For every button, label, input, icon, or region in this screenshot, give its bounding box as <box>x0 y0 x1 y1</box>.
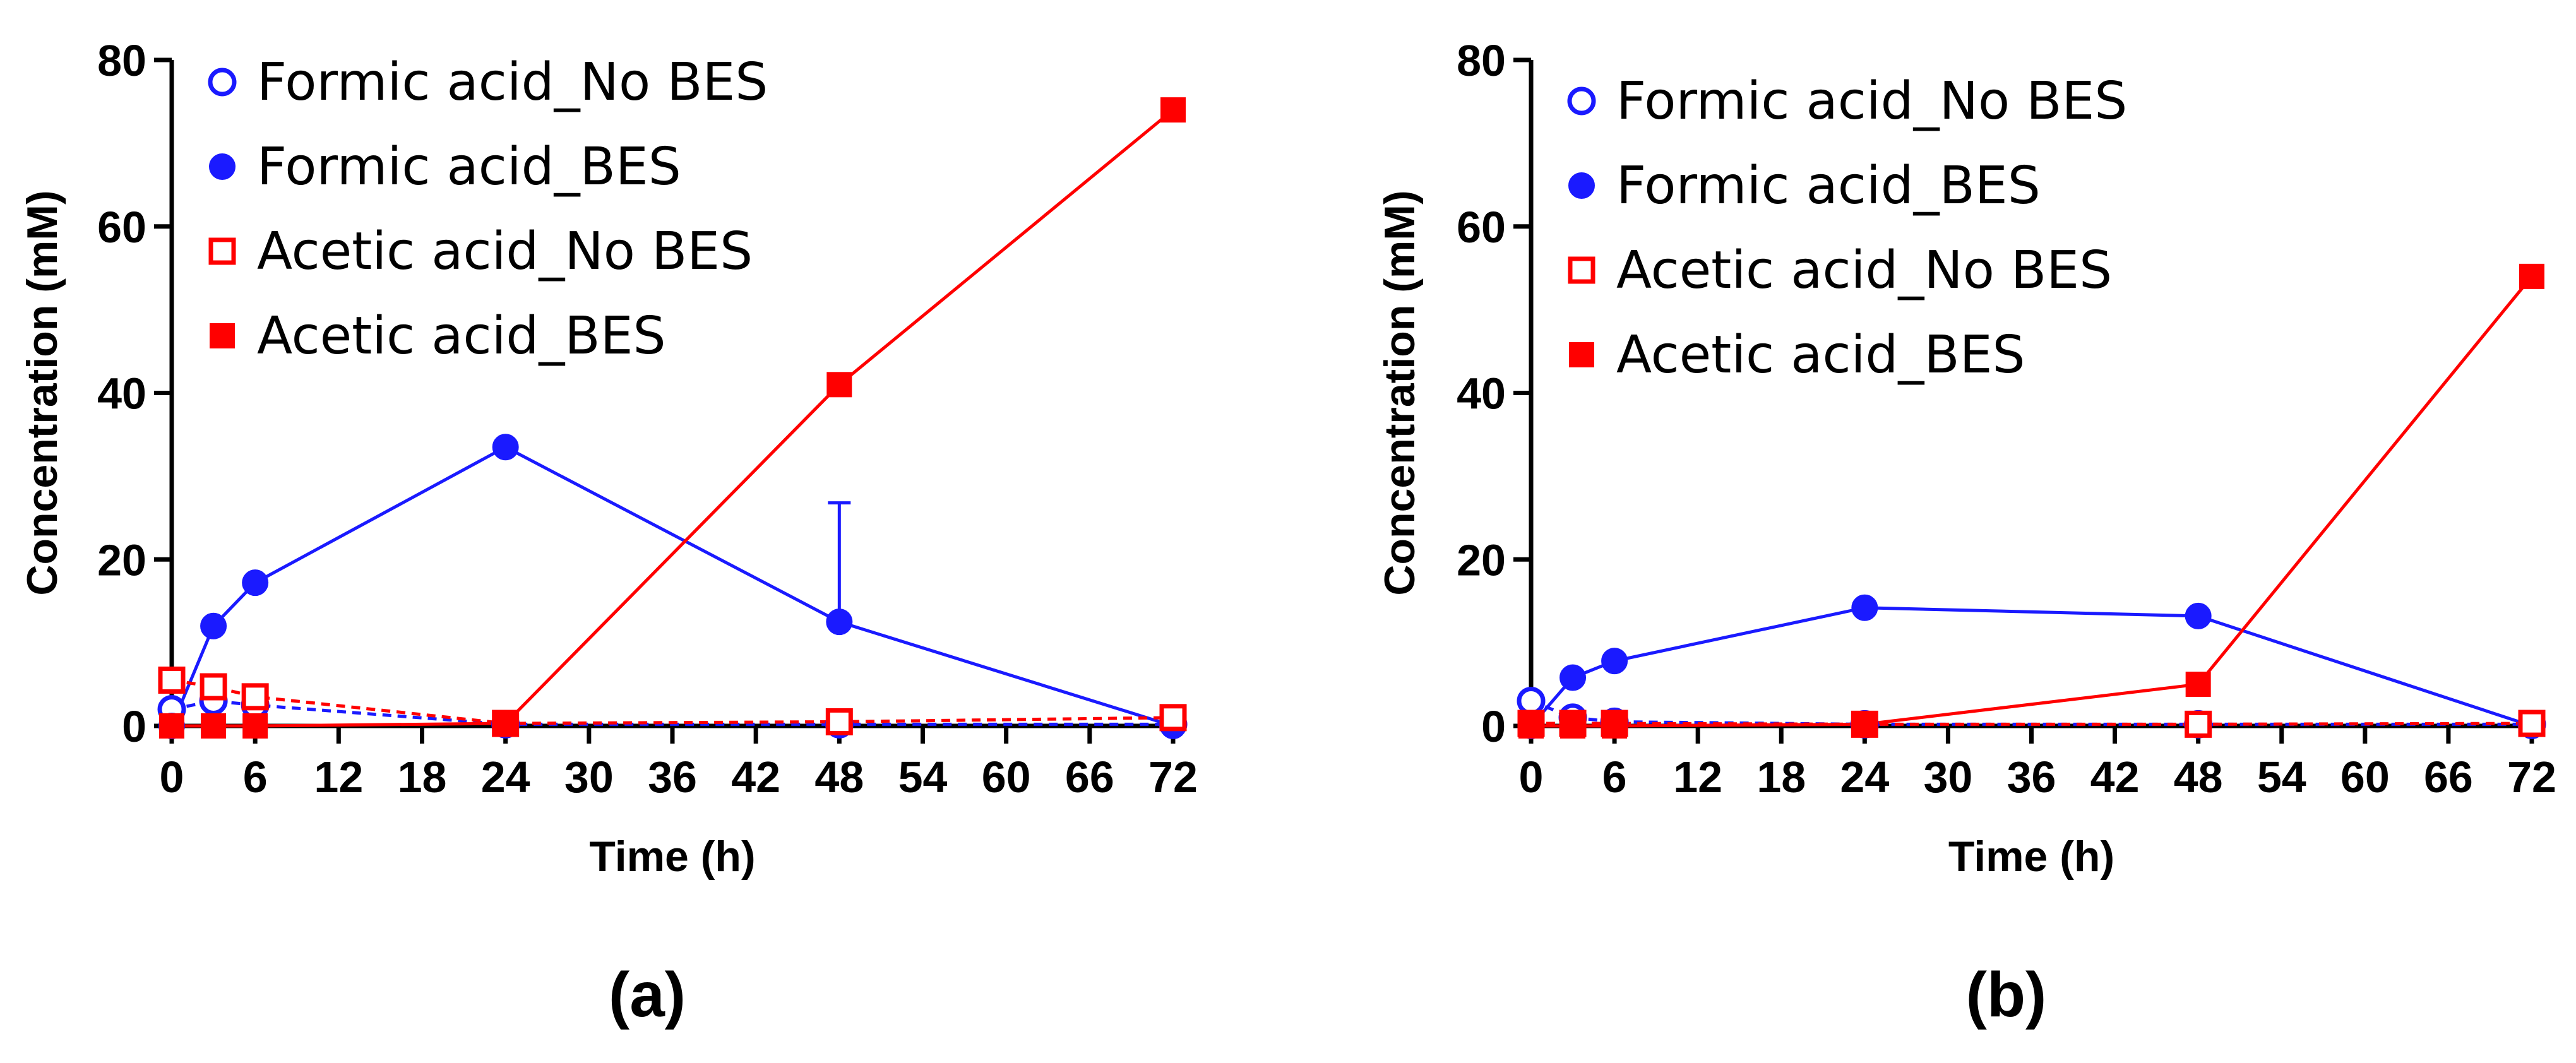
x-tick-label: 66 <box>1065 752 1114 802</box>
y-tick-label: 60 <box>97 203 146 252</box>
data-point <box>1602 713 1628 739</box>
y-tick-label: 40 <box>97 369 146 419</box>
legend-label: Formic acid_No BES <box>257 52 768 112</box>
y-axis-title: Concentration (mM) <box>18 190 66 595</box>
data-point <box>1517 686 1546 715</box>
legend-label: Acetic acid_No BES <box>1616 241 2112 300</box>
x-tick-label: 36 <box>648 752 697 802</box>
y-tick-label: 20 <box>97 535 146 585</box>
data-point <box>826 372 852 398</box>
data-point <box>1518 713 1544 739</box>
data-point <box>1160 97 1186 123</box>
legend-marker <box>1568 172 1595 199</box>
legend-marker <box>208 237 236 265</box>
data-point <box>1852 711 1878 737</box>
data-point <box>200 612 227 639</box>
y-tick-label: 0 <box>1481 702 1506 751</box>
x-tick-label: 42 <box>731 752 780 802</box>
data-point <box>242 569 269 597</box>
series-line-1 <box>170 445 1174 728</box>
data-point <box>2185 672 2211 698</box>
y-axis-title: Concentration (mM) <box>1376 190 1424 595</box>
chart-panel-b: 0 20 40 60 80 0 6 12 18 24 30 36 42 48 54 60 66 72 Time (h… <box>1376 36 2556 1030</box>
data-point <box>200 673 227 701</box>
panel-label: (a) <box>609 959 686 1030</box>
x-tick-label: 12 <box>1673 752 1722 802</box>
data-point <box>1601 648 1628 675</box>
x-tick-label: 60 <box>982 752 1031 802</box>
panel-label: (b) <box>1966 959 2047 1030</box>
legend-marker <box>210 323 235 348</box>
series-line-1 <box>1530 606 2532 728</box>
data-point <box>242 713 268 739</box>
x-tick-label: 30 <box>1923 752 1972 802</box>
y-tick-label: 80 <box>97 36 146 85</box>
data-point <box>158 666 186 694</box>
data-point <box>241 683 269 711</box>
y-tick-label: 60 <box>1457 203 1506 252</box>
data-point <box>492 711 518 737</box>
legend-label: Formic acid_BES <box>1616 156 2041 216</box>
x-tick-label: 72 <box>1148 752 1198 802</box>
x-tick-label: 66 <box>2424 752 2473 802</box>
data-point <box>2518 710 2546 737</box>
x-tick-label: 24 <box>1840 752 1889 802</box>
legend-marker <box>1569 342 1594 367</box>
data-point <box>1559 664 1587 691</box>
x-tick-label: 42 <box>2090 752 2140 802</box>
data-point <box>201 713 227 739</box>
x-tick-label: 36 <box>2007 752 2056 802</box>
data-point <box>1560 713 1586 739</box>
data-point <box>826 609 853 636</box>
x-tick-label: 48 <box>814 752 864 802</box>
x-tick-label: 48 <box>2174 752 2223 802</box>
legend-marker <box>1567 86 1596 116</box>
legend-label: Acetic acid_BES <box>1616 325 2025 385</box>
data-point <box>492 434 519 461</box>
x-axis-title: Time (h) <box>1948 833 2114 881</box>
x-axis-title: Time (h) <box>589 833 755 881</box>
x-tick-label: 54 <box>898 752 948 802</box>
legend-label: Acetic acid_BES <box>257 306 666 366</box>
y-tick-label: 20 <box>1457 535 1506 585</box>
legend-label: Formic acid_BES <box>257 137 681 197</box>
series-line-2 <box>171 679 1174 725</box>
legend-marker <box>1568 256 1595 284</box>
x-tick-label: 18 <box>398 752 447 802</box>
data-point <box>2519 263 2544 289</box>
legend-marker <box>208 68 237 97</box>
x-tick-label: 6 <box>1602 752 1627 802</box>
data-point <box>1159 704 1187 732</box>
data-point <box>2185 710 2212 738</box>
legend-label: Acetic acid_No BES <box>257 222 753 282</box>
x-tick-label: 12 <box>314 752 363 802</box>
x-tick-label: 54 <box>2257 752 2306 802</box>
data-point <box>2185 602 2212 629</box>
x-tick-label: 72 <box>2507 752 2556 802</box>
legend-label: Formic acid_No BES <box>1616 71 2127 131</box>
data-point <box>159 713 184 739</box>
chart-panel-a: 0 20 40 60 80 0 6 12 18 24 30 36 42 48 54 60 66 72 Time (h… <box>18 36 1198 1030</box>
x-tick-label: 30 <box>564 752 614 802</box>
x-tick-label: 60 <box>2340 752 2390 802</box>
series-line-3 <box>172 109 1174 728</box>
y-tick-label: 40 <box>1457 369 1506 419</box>
x-tick-label: 0 <box>160 752 184 802</box>
y-tick-label: 80 <box>1457 36 1506 85</box>
data-point <box>825 708 853 735</box>
x-tick-label: 24 <box>481 752 530 802</box>
x-tick-label: 18 <box>1756 752 1806 802</box>
y-tick-label: 0 <box>122 702 146 751</box>
x-tick-label: 0 <box>1519 752 1544 802</box>
data-point <box>1851 594 1878 621</box>
legend-marker <box>209 153 236 180</box>
x-tick-label: 6 <box>243 752 268 802</box>
